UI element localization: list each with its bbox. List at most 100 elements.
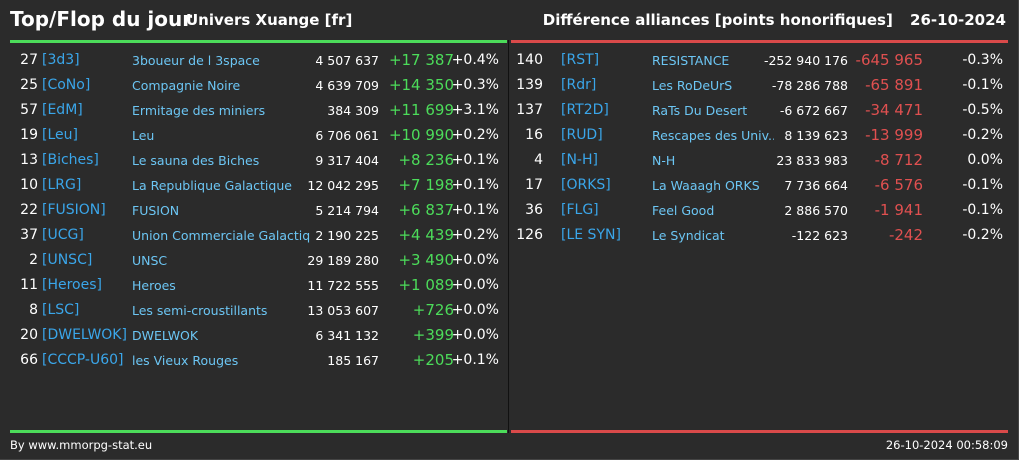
- alliance-rank: 8: [29, 302, 38, 318]
- alliance-name[interactable]: La Republique Galactique: [132, 178, 292, 193]
- alliance-name[interactable]: Compagnie Noire: [132, 78, 241, 93]
- percent-diff: +0.0%: [451, 302, 499, 318]
- table-row: 8 [LSC] Les semi-croustillants 13 053 607 +7…: [10, 299, 507, 324]
- alliance-tag[interactable]: [CoNo]: [42, 77, 91, 93]
- alliance-rank: 19: [20, 127, 38, 143]
- points-diff: +11 699: [388, 101, 454, 119]
- alliance-tag[interactable]: [FLG]: [561, 202, 599, 218]
- table-row: 66 [CCCP-U60] les Vieux Rouges 185 167 +205 +…: [10, 349, 507, 374]
- alliance-points: 4 639 709: [315, 78, 379, 93]
- alliance-tag[interactable]: [Biches]: [42, 152, 99, 168]
- table-row: 25 [CoNo] Compagnie Noire 4 639 709 +14 350 +…: [10, 74, 507, 99]
- page-title: Top/Flop du jour: [10, 7, 193, 31]
- alliance-points: 185 167: [327, 353, 379, 368]
- alliance-tag[interactable]: [ORKS]: [561, 177, 611, 193]
- alliance-points: 7 736 664: [784, 178, 848, 193]
- alliance-points: 5 214 794: [315, 203, 379, 218]
- alliance-name[interactable]: Le Syndicat: [652, 228, 725, 243]
- points-diff: -13 999: [865, 126, 923, 144]
- subject-label: Différence alliances [points honorifique…: [542, 11, 893, 29]
- alliance-tag[interactable]: [N-H]: [561, 152, 598, 168]
- points-diff: -8 712: [874, 151, 923, 169]
- alliance-tag[interactable]: [RT2D]: [561, 102, 609, 118]
- alliance-tag[interactable]: [LSC]: [42, 302, 80, 318]
- alliance-points: 6 341 132: [315, 328, 379, 343]
- alliance-tag[interactable]: [RST]: [561, 52, 600, 68]
- points-diff: +8 236: [398, 151, 454, 169]
- alliance-name[interactable]: RaTs Du Desert: [652, 103, 748, 118]
- alliance-tag[interactable]: [Rdr]: [561, 77, 597, 93]
- alliance-name[interactable]: les Vieux Rouges: [132, 353, 239, 368]
- alliance-name[interactable]: N-H: [652, 153, 676, 168]
- alliance-name[interactable]: UNSC: [132, 253, 168, 268]
- percent-diff: +0.0%: [451, 277, 499, 293]
- alliance-tag[interactable]: [3d3]: [42, 52, 80, 68]
- alliance-tag[interactable]: [DWELWOK]: [42, 327, 127, 343]
- alliance-rank: 140: [516, 52, 543, 68]
- alliance-name[interactable]: Leu: [132, 128, 155, 143]
- points-diff: +7 198: [398, 176, 454, 194]
- alliance-tag[interactable]: [UCG]: [42, 227, 84, 243]
- points-diff: +6 837: [398, 201, 454, 219]
- alliance-name[interactable]: 3boueur de l 3space: [132, 53, 260, 68]
- points-diff: -34 471: [865, 101, 923, 119]
- points-diff: -242: [888, 226, 923, 244]
- table-row: 140 [RST] RESISTANCE -252 940 176 -645 965 -0…: [511, 49, 1008, 74]
- percent-diff: +0.2%: [451, 127, 499, 143]
- alliance-points: 6 706 061: [315, 128, 379, 143]
- alliance-points: -78 286 788: [771, 78, 848, 93]
- percent-diff: -0.1%: [962, 177, 1003, 193]
- alliance-name[interactable]: Rescapes des Univ...: [652, 128, 774, 143]
- points-diff: -6 576: [874, 176, 923, 194]
- alliance-points: 23 833 983: [776, 153, 848, 168]
- table-row: 20 [DWELWOK] DWELWOK 6 341 132 +399 +0.0%: [10, 324, 507, 349]
- top-separator-red: [511, 40, 1008, 43]
- bottom-separator-red: [511, 430, 1008, 433]
- points-diff: -65 891: [865, 76, 923, 94]
- alliance-rank: 13: [20, 152, 38, 168]
- alliance-tag[interactable]: [RUD]: [561, 127, 603, 143]
- alliance-points: -122 623: [791, 228, 848, 243]
- points-diff: +10 990: [388, 126, 454, 144]
- alliance-tag[interactable]: [UNSC]: [42, 252, 93, 268]
- percent-diff: +0.2%: [451, 227, 499, 243]
- alliance-rank: 16: [525, 127, 543, 143]
- table-row: 57 [EdM] Ermitage des miniers 384 309 +11 69…: [10, 99, 507, 124]
- alliance-rank: 137: [516, 102, 543, 118]
- alliance-rank: 2: [29, 252, 38, 268]
- alliance-name[interactable]: Le sauna des Biches: [132, 153, 260, 168]
- bottom-separator-green: [10, 430, 507, 433]
- alliance-tag[interactable]: [LRG]: [42, 177, 82, 193]
- alliance-points: 12 042 295: [307, 178, 379, 193]
- points-diff: +3 490: [398, 251, 454, 269]
- alliance-tag[interactable]: [EdM]: [42, 102, 83, 118]
- alliance-name[interactable]: Heroes: [132, 278, 176, 293]
- header-right: Différence alliances [points honorifique…: [531, 11, 1006, 29]
- points-diff: +14 350: [388, 76, 454, 94]
- points-diff: +205: [412, 351, 454, 369]
- alliance-name[interactable]: FUSION: [132, 203, 180, 218]
- alliance-rank: 27: [20, 52, 38, 68]
- alliance-rank: 57: [20, 102, 38, 118]
- alliance-name[interactable]: Feel Good: [652, 203, 715, 218]
- alliance-tag[interactable]: [Heroes]: [42, 277, 102, 293]
- percent-diff: +0.1%: [451, 352, 499, 368]
- alliance-rank: 4: [534, 152, 543, 168]
- alliance-tag[interactable]: [FUSION]: [42, 202, 106, 218]
- points-diff: +17 387: [388, 51, 454, 69]
- footer-timestamp: 26-10-2024 00:58:09: [885, 438, 1008, 452]
- alliance-name[interactable]: Union Commerciale Galactique: [132, 228, 310, 243]
- table-row: 139 [Rdr] Les RoDeUrS -78 286 788 -65 891 -0.…: [511, 74, 1008, 99]
- alliance-tag[interactable]: [LE SYN]: [561, 227, 621, 243]
- alliance-name[interactable]: Ermitage des miniers: [132, 103, 266, 118]
- alliance-tag[interactable]: [Leu]: [42, 127, 78, 143]
- alliance-name[interactable]: DWELWOK: [132, 328, 199, 343]
- alliance-name[interactable]: Les semi-croustillants: [132, 303, 268, 318]
- alliance-name[interactable]: La Waaagh ORKS: [652, 178, 760, 193]
- alliance-name[interactable]: RESISTANCE: [652, 53, 730, 68]
- table-row: 17 [ORKS] La Waaagh ORKS 7 736 664 -6 576 -0.…: [511, 174, 1008, 199]
- alliance-rank: 66: [20, 352, 38, 368]
- alliance-tag[interactable]: [CCCP-U60]: [42, 352, 124, 368]
- alliance-name[interactable]: Les RoDeUrS: [652, 78, 733, 93]
